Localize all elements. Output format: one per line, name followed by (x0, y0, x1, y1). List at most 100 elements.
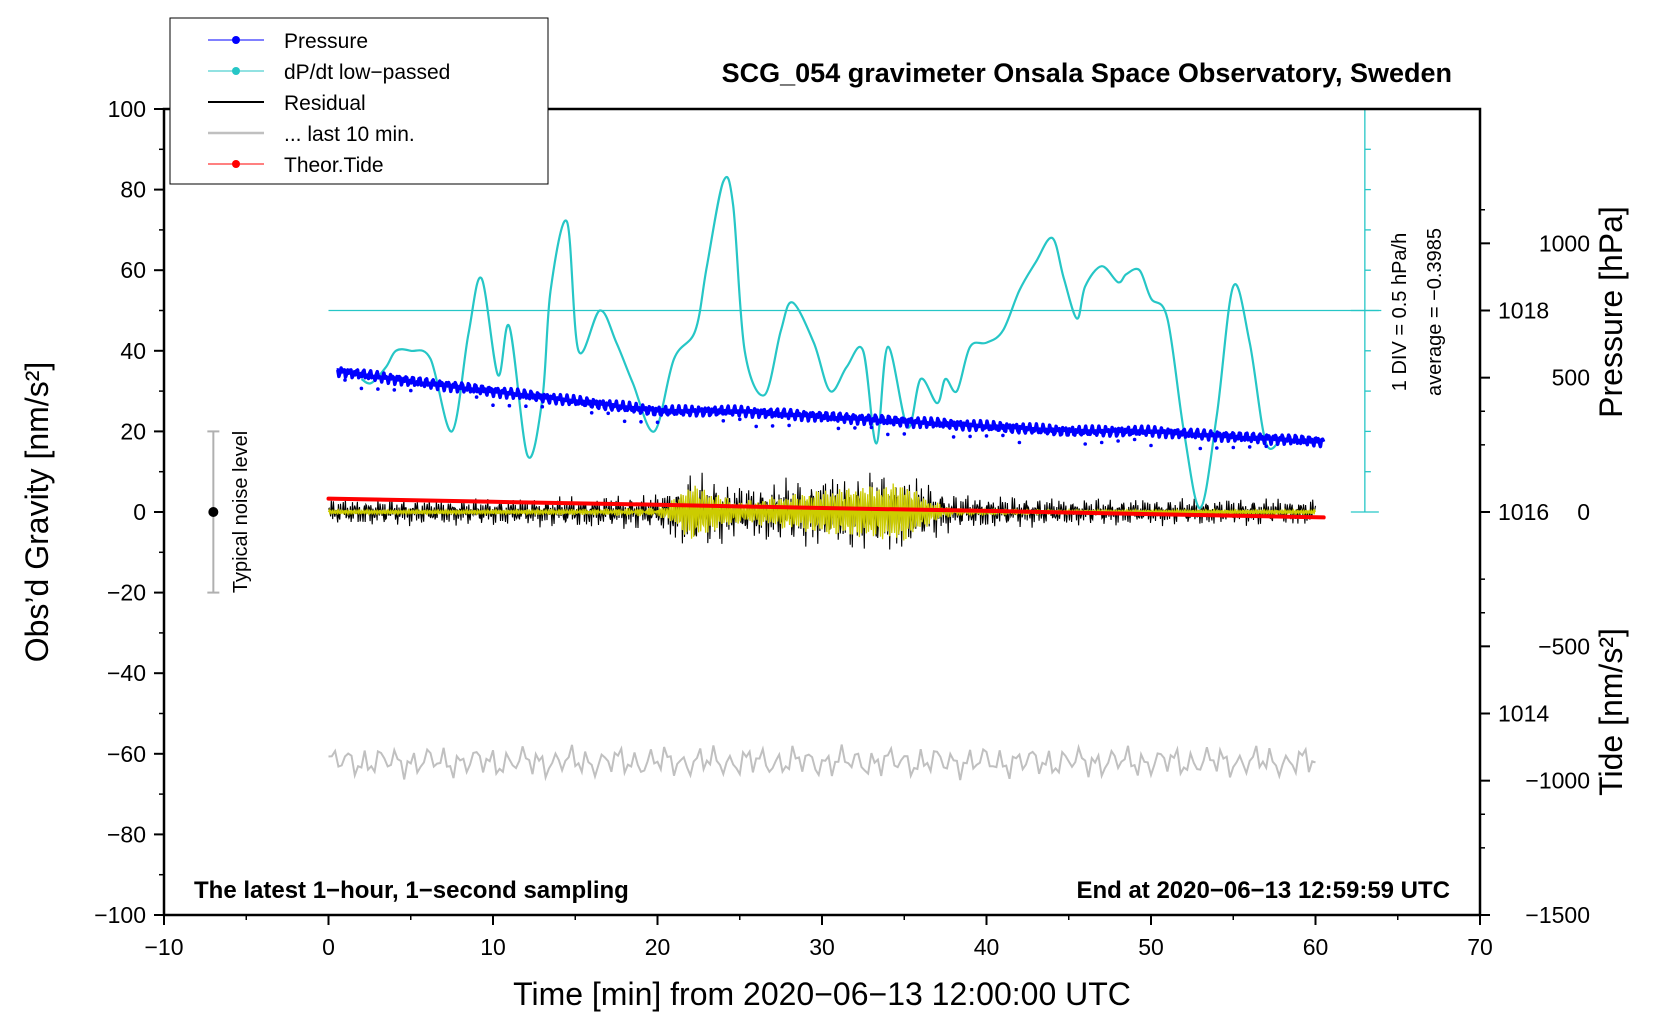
pressure-point (474, 395, 479, 399)
pressure-point (738, 417, 742, 422)
pressure-point (606, 411, 610, 416)
tide-tick-label: 0 (1577, 499, 1590, 525)
end-time-note: End at 2020−06−13 12:59:59 UTC (1076, 877, 1450, 904)
tide-tick-label: 1000 (1539, 230, 1590, 256)
pressure-point (639, 420, 643, 424)
pressure-point (655, 420, 660, 425)
pressure-line (336, 366, 1326, 449)
pressure-point (1116, 439, 1120, 443)
y-tick-label: 60 (120, 257, 146, 283)
legend-pressure-marker (232, 36, 240, 44)
pressure-point (770, 424, 775, 428)
pressure-point (1083, 442, 1087, 446)
y-tick-label: 80 (120, 177, 146, 203)
tide-tick-label: 500 (1552, 365, 1590, 391)
legend-dpdt-marker (232, 67, 240, 75)
x-tick-label: 30 (809, 934, 835, 960)
pressure-point (376, 387, 380, 391)
pressure-tick-label: 1014 (1498, 701, 1549, 727)
pressure-point (902, 432, 907, 436)
x-tick-label: 10 (480, 934, 506, 960)
legend-tide-label: Theor.Tide (284, 154, 384, 177)
y-tick-label: −60 (107, 741, 146, 767)
x-tick-label: 60 (1303, 934, 1329, 960)
noise-level-label: Typical noise level (230, 431, 252, 593)
pressure-point (886, 432, 890, 437)
legend-pressure-label: Pressure (284, 30, 368, 53)
pressure-point (1149, 443, 1153, 448)
pressure-point (392, 388, 397, 392)
pressure-point (721, 419, 726, 423)
pressure-point (491, 403, 495, 408)
y-tick-label: 100 (108, 96, 146, 122)
pressure-point (589, 411, 594, 415)
tide-tick-label: −1500 (1525, 902, 1590, 928)
legend-tide-marker (232, 160, 240, 168)
pressure-point (787, 423, 791, 428)
pressure-point (869, 425, 874, 430)
pressure-point (507, 403, 512, 408)
legend-item-residual: Residual (208, 92, 366, 115)
residual-filtered-line (327, 483, 1317, 541)
pressure-point (968, 434, 972, 439)
y-tick-label: 0 (133, 499, 146, 525)
legend-item-dpdt: dP/dt low−passed (208, 61, 450, 84)
series-layer (207, 108, 1382, 782)
pressure-point (984, 434, 989, 438)
pressure-point (540, 404, 545, 409)
legend-item-pressure: Pressure (208, 30, 368, 53)
y-tick-label: −80 (107, 821, 146, 847)
pressure-tick-label: 1018 (1498, 298, 1549, 324)
pressure-point (524, 404, 528, 409)
tide-axis-title: Tide [nm/s²] (1593, 628, 1629, 796)
pressure-point (622, 419, 627, 424)
pressure-point (1099, 440, 1104, 445)
dpdt-lowpassed-line (360, 175, 1284, 510)
dpdt-scale-label: 1 DIV = 0.5 hPa/h (1389, 233, 1411, 391)
last-10-min-line (328, 743, 1316, 782)
legend-residual-label: Residual (284, 92, 366, 115)
y-tick-label: −100 (94, 902, 146, 928)
pressure-point (1215, 446, 1219, 450)
y-tick-label: −40 (107, 660, 146, 686)
sampling-note: The latest 1−hour, 1−second sampling (194, 877, 629, 904)
tide-tick-label: −1000 (1525, 768, 1590, 794)
y-tick-label: 40 (120, 338, 146, 364)
x-axis-title: Time [min] from 2020−06−13 12:00:00 UTC (513, 976, 1131, 1012)
pressure-point (359, 386, 364, 391)
pressure-axis-title: Pressure [hPa] (1593, 206, 1629, 418)
y-axis-title: Obs’d Gravity [nm/s²] (19, 362, 55, 663)
noise-bar-center (208, 507, 219, 517)
pressure-point (853, 426, 857, 430)
pressure-point (1231, 445, 1236, 450)
x-tick-label: 70 (1467, 934, 1493, 960)
legend: Pressure dP/dt low−passed Residual ... l… (169, 17, 549, 185)
x-tick-label: 40 (974, 934, 1000, 960)
x-tick-label: −10 (144, 934, 183, 960)
legend-item-tide: Theor.Tide (208, 154, 384, 177)
y-tick-label: 20 (120, 418, 146, 444)
x-tick-label: 0 (322, 934, 335, 960)
pressure-point (1247, 445, 1252, 449)
chart-title: SCG_054 gravimeter Onsala Space Observat… (722, 58, 1452, 88)
pressure-point (951, 435, 956, 439)
theor-tide-line (326, 496, 1326, 520)
pressure-point (1132, 437, 1137, 442)
pressure-point (1001, 433, 1005, 438)
pressure-point (1017, 440, 1022, 445)
pressure-point (343, 378, 347, 382)
pressure-point (1264, 444, 1268, 449)
dpdt-average-label: average = −0.3985 (1424, 228, 1446, 396)
y-tick-label: −20 (107, 580, 146, 606)
pressure-point (754, 424, 758, 429)
legend-item-last10: ... last 10 min. (208, 123, 415, 146)
legend-last10-label: ... last 10 min. (284, 123, 415, 146)
tide-tick-label: −500 (1538, 633, 1590, 659)
x-tick-label: 20 (645, 934, 671, 960)
pressure-point (1198, 446, 1203, 451)
axis-layer: −10 0 10 20 30 40 50 60 70100806040200−20−40−60−… (94, 96, 1590, 960)
pressure-tick-label: 1016 (1498, 499, 1549, 525)
x-tick-label: 50 (1138, 934, 1164, 960)
pressure-point (409, 388, 413, 393)
